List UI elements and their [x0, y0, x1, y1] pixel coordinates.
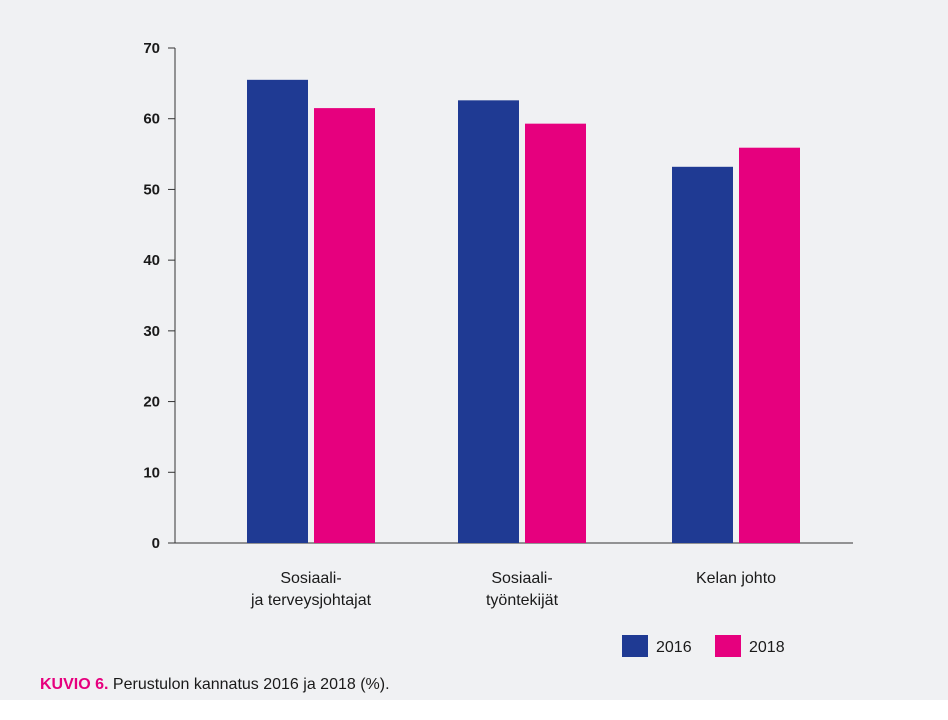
y-ticks: 0 10 20 30 40 50 60 70 [143, 40, 175, 552]
y-tick-label: 70 [143, 40, 160, 57]
bar-2018-0 [314, 108, 375, 543]
y-tick-label: 10 [143, 464, 160, 481]
legend-label-2016: 2016 [656, 639, 692, 656]
y-tick-label: 40 [143, 252, 160, 269]
category-label: Kelan johto [696, 570, 776, 587]
y-tick-label: 30 [143, 323, 160, 340]
category-labels: Sosiaali-ja terveysjohtajat Sosiaali-työn… [250, 570, 776, 609]
chart-panel: 0 10 20 30 40 50 60 70 Sosiaali-ja terveysjohta… [0, 0, 948, 700]
bar-2016-0 [247, 79, 308, 544]
caption-tag: KUVIO 6. [40, 676, 109, 693]
legend-label-2018: 2018 [749, 639, 785, 656]
legend-swatch-2018 [715, 635, 741, 657]
figure-caption: KUVIO 6. Perustulon kannatus 2016 ja 201… [40, 676, 390, 694]
bar-chart: 0 10 20 30 40 50 60 70 Sosiaali-ja terveysjohta… [143, 40, 853, 657]
category-label: Sosiaali-ja terveysjohtajat [250, 570, 372, 609]
bar-2016-1 [458, 100, 519, 543]
bar-2016-2 [672, 166, 733, 544]
y-tick-label: 50 [143, 181, 160, 198]
y-tick-label: 0 [152, 535, 160, 552]
y-tick-label: 60 [143, 111, 160, 128]
caption-text: Perustulon kannatus 2016 ja 2018 (%). [108, 676, 390, 693]
bar-2018-2 [739, 147, 800, 543]
legend: 2016 2018 [622, 635, 785, 657]
y-tick-label: 20 [143, 394, 160, 411]
bars [247, 79, 800, 544]
legend-swatch-2016 [622, 635, 648, 657]
bar-2018-1 [525, 123, 586, 544]
category-label: Sosiaali-työntekijät [486, 570, 559, 609]
